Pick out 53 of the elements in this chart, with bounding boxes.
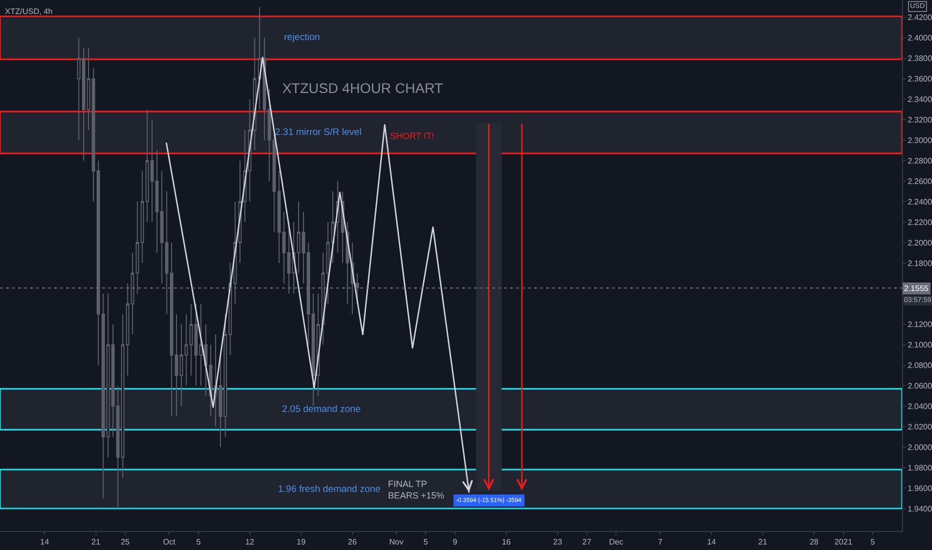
y-tick-label: 2.2000 bbox=[908, 238, 932, 248]
ref-line-label: 2.1555 bbox=[904, 284, 930, 293]
y-tick-label: 2.2600 bbox=[908, 176, 932, 186]
band-label: 1.96 fresh demand zone bbox=[278, 484, 380, 495]
annotation: SHORT IT! bbox=[390, 131, 434, 141]
y-tick-label: 2.3400 bbox=[908, 95, 932, 104]
x-tick-label: 5 bbox=[423, 538, 428, 547]
y-tick-label: 2.3000 bbox=[908, 136, 932, 145]
y-tick-label: 2.2800 bbox=[908, 156, 932, 166]
y-tick-label: 2.3800 bbox=[908, 54, 932, 64]
y-tick-label: 2.3200 bbox=[908, 116, 932, 125]
y-tick-label: 2.0600 bbox=[908, 382, 932, 391]
x-tick-label: 27 bbox=[582, 538, 592, 547]
y-tick-label: 2.1800 bbox=[908, 258, 932, 268]
y-tick-label: 2.4200 bbox=[908, 13, 932, 22]
x-tick-label: 12 bbox=[245, 538, 255, 547]
x-tick-label: 9 bbox=[452, 538, 458, 547]
y-tick-label: 2.0000 bbox=[908, 442, 932, 452]
y-tick-label: 2.3600 bbox=[908, 74, 932, 84]
x-tick-label: 21 bbox=[758, 538, 768, 547]
x-tick-label: Nov bbox=[389, 538, 404, 547]
x-tick-label: 26 bbox=[348, 538, 358, 547]
x-tick-label: 5 bbox=[196, 538, 202, 547]
x-tick-label: 23 bbox=[553, 538, 563, 547]
annotation: FINAL TP BEARS +15% bbox=[388, 479, 444, 501]
x-tick-label: 14 bbox=[40, 538, 50, 547]
y-tick-label: 2.1200 bbox=[908, 320, 932, 330]
y-tick-label: 2.0200 bbox=[908, 422, 932, 432]
x-tick-label: 14 bbox=[707, 538, 716, 547]
y-tick-label: 1.9400 bbox=[908, 504, 932, 514]
y-tick-label: 2.2200 bbox=[908, 218, 932, 227]
y-tick-label: 2.0800 bbox=[908, 361, 932, 370]
x-tick-label: Dec bbox=[609, 538, 624, 547]
x-tick-label: 19 bbox=[296, 538, 306, 547]
band-label: rejection bbox=[284, 32, 320, 43]
x-tick-label: Oct bbox=[162, 538, 176, 547]
y-tick-label: 2.2400 bbox=[908, 197, 932, 206]
text: XTZ/USD, 4h bbox=[5, 7, 53, 16]
y-tick-label: 2.0400 bbox=[908, 402, 932, 411]
text: XTZUSD 4HOUR CHART bbox=[282, 80, 444, 96]
x-tick-label: 25 bbox=[120, 538, 130, 547]
y-tick-label: 1.9600 bbox=[908, 484, 932, 493]
y-tick-label: 2.1000 bbox=[908, 340, 932, 350]
y-tick-label: 2.4000 bbox=[908, 34, 932, 43]
x-tick-label: 2021 bbox=[834, 538, 853, 547]
x-tick-label: 5 bbox=[870, 538, 876, 547]
x-tick-label: 7 bbox=[658, 538, 663, 547]
y-tick-label: 1.9800 bbox=[908, 463, 932, 472]
x-tick-label: 28 bbox=[810, 538, 820, 547]
x-tick-label: 21 bbox=[91, 538, 101, 547]
x-tick-label: 16 bbox=[502, 538, 512, 547]
band-label: 2.31 mirror S/R level bbox=[275, 127, 362, 138]
band-label: 2.05 demand zone bbox=[282, 404, 361, 415]
